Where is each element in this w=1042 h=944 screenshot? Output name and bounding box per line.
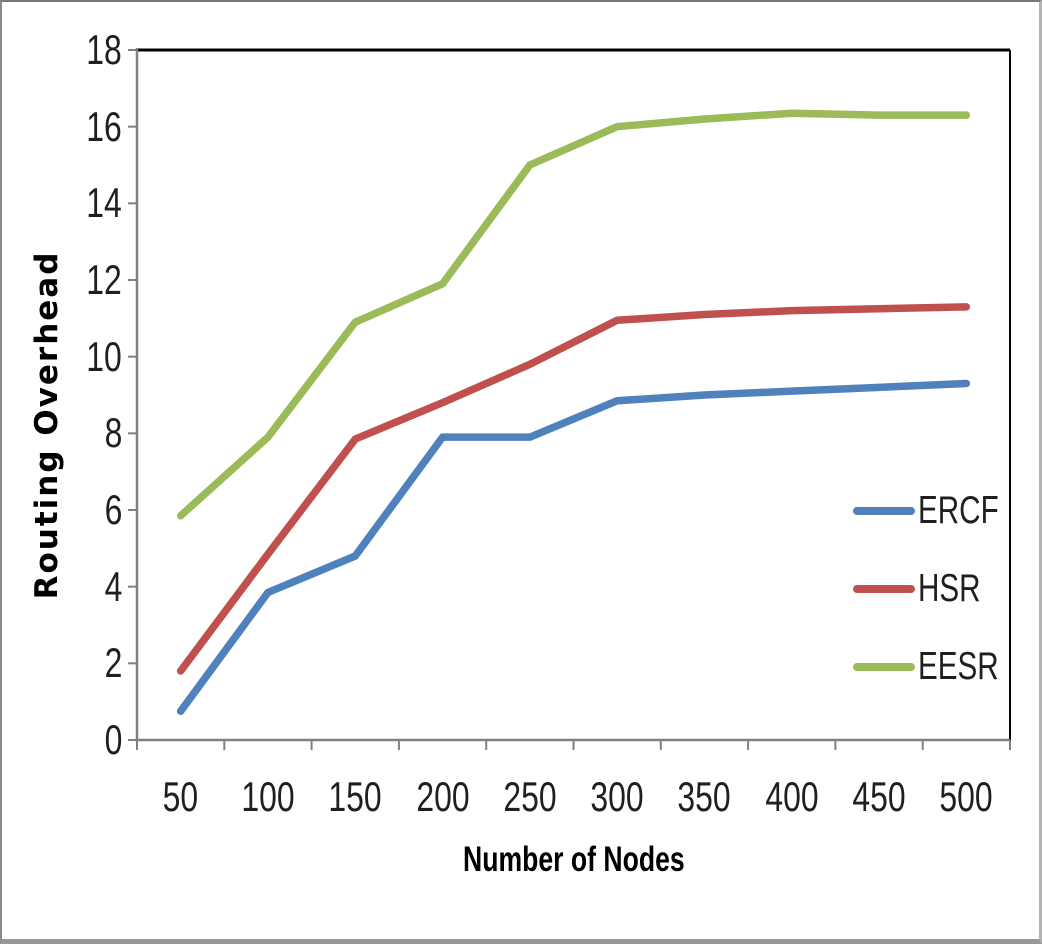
x-tick-label: 450 [852, 773, 906, 820]
x-tick-label: 300 [590, 773, 644, 820]
y-tick-label: 6 [104, 486, 122, 533]
legend-swatch-ercf [853, 507, 915, 515]
series-line-ercf [176, 379, 971, 715]
x-tick-label: 100 [241, 773, 295, 820]
y-tick-label: 4 [104, 562, 122, 610]
x-tick-label: 500 [939, 773, 993, 820]
y-axis-title-text: Routing Overhead [29, 250, 65, 600]
y-tick-label: 8 [104, 409, 122, 457]
legend: ERCF HSR EESR [853, 472, 1024, 706]
x-tick-label: 250 [503, 773, 557, 820]
y-tick-label: 14 [86, 179, 122, 227]
x-tick-label: 400 [765, 773, 819, 820]
x-axis-title-text: Number of Nodes [462, 840, 685, 879]
legend-label: ERCF [918, 489, 999, 532]
legend-label: HSR [918, 567, 981, 610]
y-tick-label: 18 [86, 26, 122, 73]
series-line-eesr [176, 109, 971, 520]
y-tick-label: 10 [86, 332, 122, 380]
y-tick-label: 2 [104, 639, 122, 687]
y-tick-label: 16 [86, 102, 122, 150]
x-tick-label: 50 [162, 773, 199, 820]
x-tick-label: 200 [415, 773, 470, 820]
x-tick-label: 150 [328, 773, 382, 820]
y-axis-title: Routing Overhead [29, 251, 65, 600]
y-tick-label: 0 [104, 716, 122, 763]
legend-label: EESR [918, 645, 999, 688]
legend-swatch-eesr [853, 663, 915, 671]
series-line-hsr [176, 303, 971, 675]
legend-entry-ercf: ERCF [853, 472, 1024, 550]
legend-swatch-hsr [853, 585, 915, 593]
x-axis-title: Number of Nodes [137, 840, 1010, 880]
legend-entry-eesr: EESR [853, 628, 1024, 706]
x-tick-label: 350 [677, 773, 732, 820]
y-tick-label: 12 [86, 256, 122, 303]
legend-entry-hsr: HSR [853, 550, 1024, 628]
